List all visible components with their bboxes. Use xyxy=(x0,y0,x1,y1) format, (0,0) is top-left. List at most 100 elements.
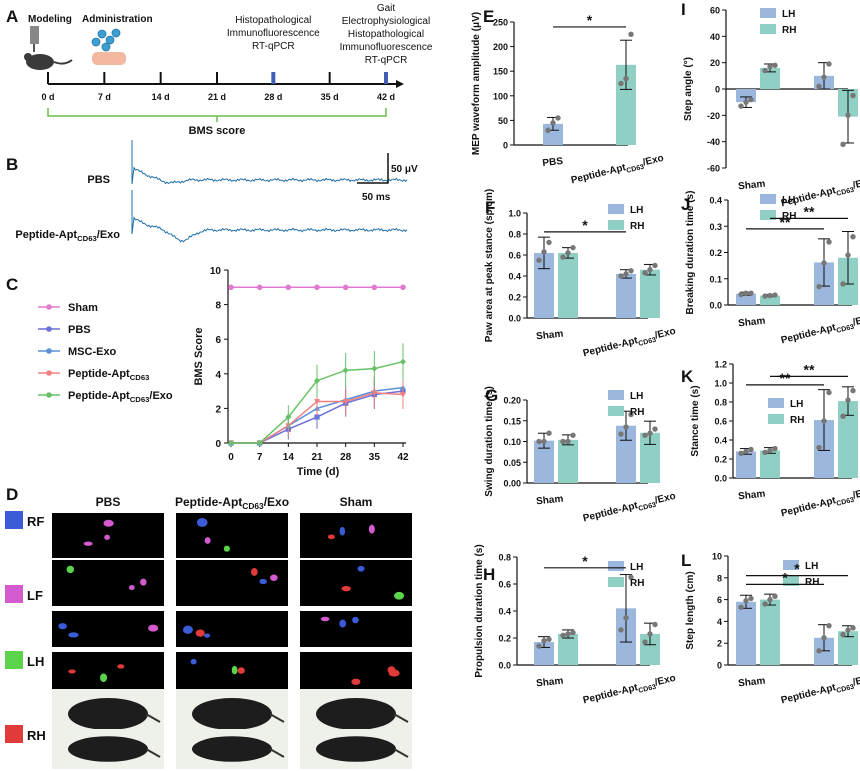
legend-swatch xyxy=(608,204,624,214)
bar-category-label: Peptide-AptCD63/Exo xyxy=(582,326,677,362)
label-base: Peptide-Apt xyxy=(582,500,640,524)
d-footprint-image xyxy=(300,513,412,558)
d-mouse-tail xyxy=(145,713,161,723)
bms-score-label: BMS score xyxy=(189,125,246,137)
bar-lh xyxy=(736,451,756,478)
legend-swatch xyxy=(760,210,776,220)
legend-label: LH xyxy=(790,399,803,410)
bar-y-axis-label: Breaking duration time (s) xyxy=(685,191,696,315)
data-point xyxy=(647,430,653,436)
bar-y-tick-label: 0.2 xyxy=(714,455,727,465)
d-footprint-mark xyxy=(182,625,193,634)
d-footprint-mark xyxy=(351,678,361,685)
d-footprint-mark xyxy=(83,541,93,546)
c-legend-label: Peptide-AptCD63 xyxy=(68,368,149,382)
d-footprint-mark xyxy=(68,632,79,638)
exosome-dot xyxy=(101,42,111,52)
d-footprint-mark xyxy=(357,565,365,572)
data-point xyxy=(743,99,749,105)
c-legend-label: Sham xyxy=(68,302,98,314)
d-footprint-image xyxy=(176,652,288,692)
legend-label: LH xyxy=(805,561,818,572)
d-mouse-body xyxy=(68,736,148,762)
bar-rh xyxy=(760,295,780,305)
bar-y-tick-label: 20 xyxy=(710,58,720,68)
label-base: Peptide-Apt xyxy=(68,368,130,380)
data-point xyxy=(560,632,566,638)
d-footprint-mark xyxy=(327,534,335,540)
data-point xyxy=(545,127,551,133)
legend-swatch xyxy=(768,414,784,424)
bar-y-tick-label: 60 xyxy=(710,6,720,16)
label-base: PBS xyxy=(542,156,564,169)
bar-rh xyxy=(640,432,660,483)
d-footprint-mark xyxy=(368,524,375,534)
d-footprint-mark xyxy=(341,585,351,592)
legend-swatch xyxy=(783,560,799,570)
trace-pbs xyxy=(131,140,408,185)
bar-lh xyxy=(736,601,756,665)
d-footprint-mark xyxy=(251,568,258,576)
data-point xyxy=(850,92,856,99)
data-point xyxy=(570,244,576,251)
bar-category-label: Peptide-AptCD63/Exo xyxy=(582,673,677,709)
data-point xyxy=(772,593,778,600)
legend-swatch xyxy=(608,577,624,587)
d-footprint-mark xyxy=(223,545,230,552)
bar-y-tick-label: 0.8 xyxy=(498,553,511,563)
data-point xyxy=(850,625,856,631)
data-point xyxy=(845,112,851,119)
label-base: PBS xyxy=(68,324,91,336)
c-point xyxy=(400,392,406,398)
data-point xyxy=(652,621,658,628)
d-row-label: RH xyxy=(27,728,46,743)
bar-lh xyxy=(534,440,554,483)
bar-y-tick-label: 0.4 xyxy=(508,272,521,282)
data-point xyxy=(652,262,658,269)
d-footprint-mark xyxy=(140,578,147,586)
data-point xyxy=(840,141,846,147)
d-mouse-body xyxy=(316,698,396,730)
label-base: PBS xyxy=(96,495,121,509)
d-footprint-mark xyxy=(394,591,405,600)
c-point xyxy=(314,377,320,384)
d-footprint-mark xyxy=(204,537,211,544)
label-subscript: CD63 xyxy=(836,497,855,508)
significance-marker: * xyxy=(582,553,588,569)
label-base: Sham xyxy=(738,676,766,690)
data-point xyxy=(536,257,542,263)
d-footprint-mark xyxy=(195,629,205,637)
bar-y-axis-label: Paw area at peak stance (sp.cm) xyxy=(484,189,495,342)
d-footprint-mark xyxy=(128,585,135,591)
d-footprint-mark xyxy=(103,519,114,527)
data-point xyxy=(748,96,754,103)
label-base: Peptide-Apt xyxy=(570,162,628,186)
bar-y-tick-label: 0.0 xyxy=(714,474,727,484)
d-footprint-mark xyxy=(320,616,330,622)
bar-y-tick-label: 0.15 xyxy=(503,416,521,426)
bar-category-label: Sham xyxy=(536,494,564,508)
timeline-tick-label: 7 d xyxy=(98,92,111,102)
legend-label: LH xyxy=(630,562,643,573)
data-point xyxy=(826,623,832,629)
bar-y-tick-label: 0.10 xyxy=(503,437,521,447)
note-42d: Histopathological xyxy=(348,29,424,40)
data-point xyxy=(767,447,773,454)
c-point xyxy=(228,439,234,447)
label-base: Sham xyxy=(536,676,564,690)
label-base: Sham xyxy=(340,495,373,509)
label-subscript: CD63 xyxy=(638,337,657,348)
timeline-tick-label: 28 d xyxy=(264,92,282,102)
bar-y-tick-label: -60 xyxy=(707,164,720,174)
significance-marker: ** xyxy=(804,203,815,219)
bar-y-tick-label: 0 xyxy=(503,141,508,151)
c-x-tick-label: 7 xyxy=(257,452,263,463)
label-tail: /Exo xyxy=(852,673,860,689)
data-point xyxy=(816,648,822,654)
note-28d: Histopathological xyxy=(235,15,311,26)
bar-lh xyxy=(814,637,834,665)
exosome-dot xyxy=(111,28,121,38)
timeline-tick-label: 42 d xyxy=(377,92,395,102)
